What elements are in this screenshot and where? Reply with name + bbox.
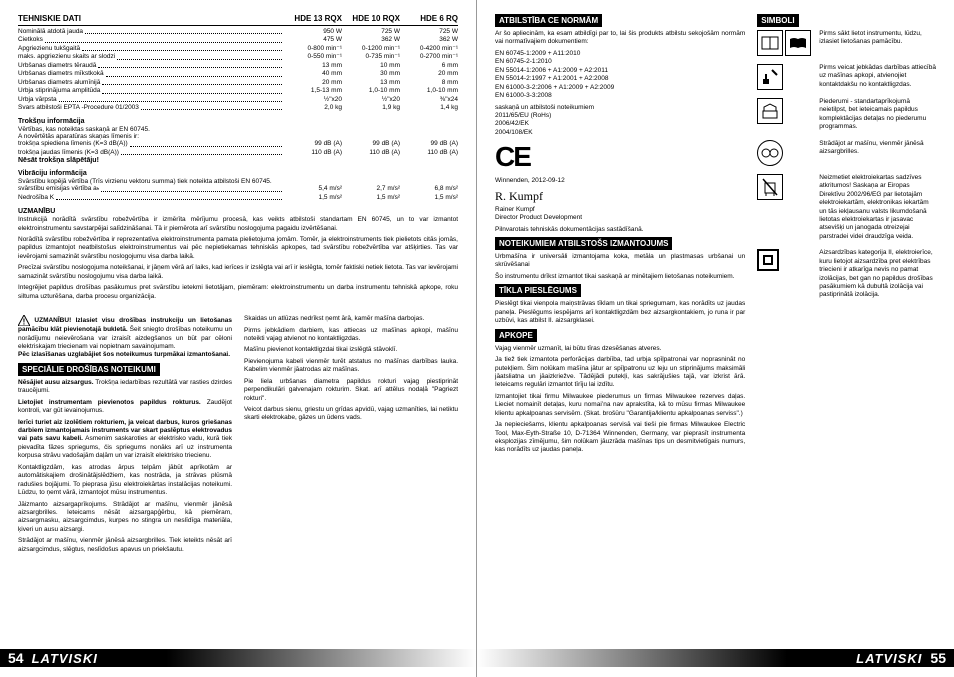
warning-icon: !: [18, 315, 30, 326]
symbols-heading: SIMBOLI: [757, 14, 798, 27]
vib-heading: Vibrāciju informācija: [18, 170, 458, 177]
maint-heading: APKOPE: [495, 329, 537, 342]
unplug-icon: [757, 64, 783, 90]
page-footer: LATVISKI 55: [477, 649, 954, 667]
ce-mark-icon: CE: [495, 141, 745, 173]
signature: R. Kumpf: [495, 189, 745, 204]
use-heading: NOTEIKUMIEM ATBILSTOŠS IZMANTOJUMS: [495, 237, 672, 250]
ce-heading: ATBILSTĪBA CE NORMĀM: [495, 14, 602, 27]
accessory-icon: [757, 98, 783, 124]
specs-table: Nominālā atdotā jauda950 W725 W725 WCiet…: [18, 28, 458, 112]
noise-heading: Trokšņu informācija: [18, 118, 458, 125]
specs-header: TEHNISKIE DATI HDE 13 RQX HDE 10 RQX HDE…: [18, 14, 458, 26]
uzm-heading: UZMANĪBU: [18, 208, 458, 215]
goggles-icon: [757, 140, 783, 166]
language-label: LATVISKI: [32, 651, 98, 666]
safety-heading: SPECIĀLIE DROŠĪBAS NOTEIKUMI: [18, 363, 160, 376]
page-footer: 54 LATVISKI: [0, 649, 476, 667]
book-icon: [785, 30, 811, 56]
page-number: 55: [922, 650, 954, 666]
warning-block: ! UZMANĪBU! Izlasiet visu drošības instr…: [18, 315, 232, 360]
manual-icon: [757, 30, 783, 56]
weee-icon: [757, 174, 783, 200]
spec-row: Nedrošība K1,5 m/s²1,5 m/s²1,5 m/s²: [18, 194, 458, 202]
page-number: 54: [0, 650, 32, 666]
symbol-row: Pirms sākt lietot instrumentu, lūdzu, iz…: [757, 30, 936, 56]
spec-row: trokšņa jaudas līmenis (K=3 dB(A))110 dB…: [18, 149, 458, 157]
spec-row: Svars atbilstoši EPTA -Procedure 01/2003…: [18, 104, 458, 112]
class2-icon: [757, 249, 779, 271]
mains-heading: TĪKLA PIESLĒGUMS: [495, 284, 581, 297]
svg-text:!: !: [23, 318, 26, 327]
specs-title: TEHNISKIE DATI: [18, 14, 284, 23]
